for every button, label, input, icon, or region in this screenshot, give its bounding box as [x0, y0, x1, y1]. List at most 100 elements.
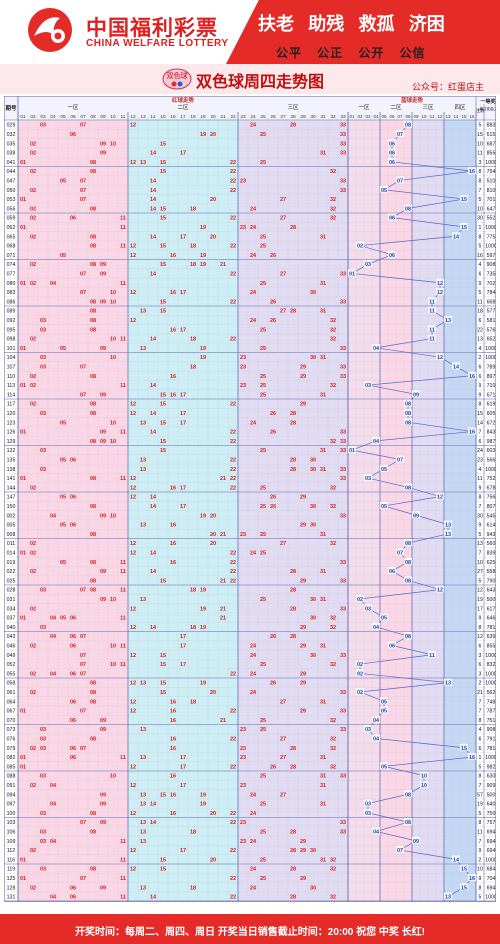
prize-count: 2	[479, 681, 482, 687]
red-ball: 02	[30, 281, 36, 287]
prize-amount: 597	[487, 253, 496, 259]
red-col-header: 11	[121, 114, 126, 120]
issue-label: 062	[7, 225, 16, 231]
red-ball: 09	[100, 513, 106, 519]
red-ball: 13	[140, 829, 146, 835]
red-ball: 08	[90, 578, 96, 584]
red-ball: 15	[160, 402, 166, 408]
blue-ball: 06	[389, 151, 395, 157]
red-ball: 07	[80, 290, 86, 296]
prize-count: 5	[479, 811, 482, 817]
blue-ball: 03	[365, 606, 371, 612]
red-ball: 15	[160, 309, 166, 315]
red-ball: 13	[140, 457, 146, 463]
red-ball: 33	[340, 346, 346, 352]
issue-label: 116	[7, 857, 15, 863]
red-ball: 32	[330, 383, 336, 389]
blue-ball: 06	[389, 643, 395, 649]
red-ball: 21	[220, 532, 226, 538]
blue-ball-bg	[468, 753, 476, 761]
issue-label: 147	[7, 495, 16, 501]
prize-amount: 630	[487, 774, 496, 780]
red-ball: 25	[260, 160, 266, 166]
blue-ball: 16	[469, 430, 475, 436]
red-ball: 12	[130, 290, 136, 296]
red-ball: 23	[240, 755, 246, 761]
prize-count: 4	[479, 346, 482, 352]
prize-amount: 832	[487, 662, 496, 668]
red-ball: 02	[30, 671, 36, 677]
red-ball: 29	[300, 681, 306, 687]
red-ball: 15	[160, 262, 166, 268]
red-ball: 13	[140, 885, 146, 891]
issue-label: 028	[7, 588, 16, 594]
red-ball: 02	[30, 606, 36, 612]
red-col-header: 09	[100, 114, 106, 120]
issue-label: 065	[7, 234, 16, 240]
issue-label: 129	[7, 439, 16, 445]
blue-ball-bg	[404, 557, 412, 565]
prize-count: 9	[479, 616, 482, 622]
issue-label: 061	[7, 690, 16, 696]
red-ball: 21	[220, 616, 226, 622]
issue-label: 128	[7, 885, 16, 891]
red-ball: 26	[270, 634, 276, 640]
issue-label: 138	[7, 467, 16, 473]
red-ball: 04	[50, 839, 57, 845]
red-ball: 31	[320, 281, 326, 287]
red-ball: 31	[320, 467, 326, 473]
issue-label: 002	[7, 513, 16, 519]
red-ball: 15	[160, 439, 166, 445]
red-ball: 04	[50, 281, 57, 287]
red-ball: 22	[230, 299, 236, 305]
red-ball: 01	[20, 281, 26, 287]
issue-label: 144	[7, 485, 16, 491]
red-ball: 18	[190, 364, 196, 370]
red-ball: 02	[30, 550, 36, 556]
red-ball: 18	[190, 625, 196, 631]
prize-count: 11	[477, 151, 482, 157]
red-ball: 17	[180, 504, 186, 510]
red-ball: 05	[60, 616, 66, 622]
red-ball: 22	[230, 178, 236, 184]
red-ball: 13	[140, 727, 146, 733]
red-ball: 28	[290, 588, 296, 594]
red-ball: 01	[20, 383, 26, 389]
red-ball: 31	[320, 774, 326, 780]
blue-ball: 07	[397, 457, 403, 463]
red-ball: 08	[90, 160, 96, 166]
blue-ball-bg	[460, 883, 468, 891]
blue-ball-bg	[444, 529, 452, 537]
red-ball: 33	[340, 141, 346, 147]
blue-ball: 05	[381, 764, 387, 770]
red-ball: 20	[210, 857, 216, 863]
issue-label: 070	[7, 718, 16, 724]
issue-label: 052	[7, 662, 16, 668]
blue-ball-bg	[404, 632, 412, 640]
blue-ball-bg	[372, 436, 380, 444]
prize-count: 5	[479, 197, 482, 203]
red-ball: 26	[270, 411, 276, 417]
red-ball: 33	[340, 727, 346, 733]
red-ball: 33	[340, 829, 346, 835]
issue-label: 068	[7, 244, 16, 250]
prize-amount: 639	[487, 634, 496, 640]
red-ball: 25	[260, 774, 266, 780]
blue-ball-bg	[412, 836, 420, 844]
red-ball: 19	[200, 513, 206, 519]
title-band	[0, 64, 500, 94]
prize-amount: 781	[487, 746, 496, 752]
red-ball: 02	[30, 402, 36, 408]
prize-amount: 625	[487, 560, 496, 566]
red-ball: 08	[90, 244, 96, 250]
red-ball: 02	[30, 151, 36, 157]
blue-ball-bg	[404, 204, 412, 212]
blue-ball: 03	[365, 476, 371, 482]
red-ball: 28	[290, 848, 296, 854]
red-ball: 09	[100, 792, 106, 798]
red-ball: 07	[80, 392, 86, 398]
red-ball: 13	[140, 523, 146, 529]
blue-col-header: 12	[437, 114, 443, 119]
red-ball: 17	[180, 848, 186, 854]
red-ball: 22	[230, 578, 236, 584]
